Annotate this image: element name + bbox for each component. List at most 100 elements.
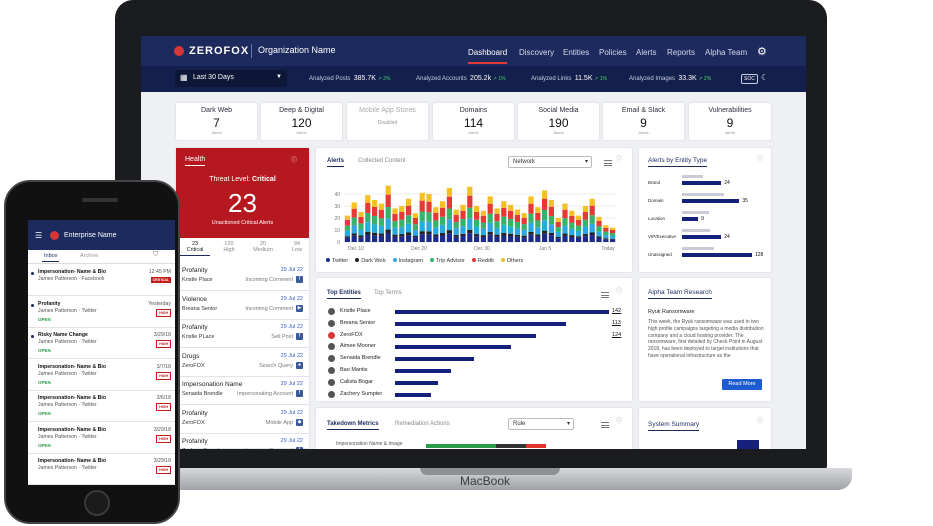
- bar-segment[interactable]: [535, 234, 541, 237]
- bar-segment[interactable]: [596, 231, 602, 237]
- bar-segment[interactable]: [480, 235, 486, 238]
- entity-name[interactable]: Bao Mantis: [340, 367, 368, 373]
- legend-item[interactable]: Reddit: [471, 258, 494, 264]
- bar-segment[interactable]: [467, 229, 473, 234]
- bar-segment[interactable]: [358, 216, 364, 224]
- bar-segment[interactable]: [603, 227, 609, 232]
- bar-segment[interactable]: [603, 238, 609, 240]
- phone-home-button[interactable]: [84, 490, 110, 516]
- tab-top-entities[interactable]: Top Entities: [327, 290, 361, 299]
- menu-icon[interactable]: [601, 422, 609, 428]
- bar-segment[interactable]: [508, 204, 514, 211]
- tab-inbox[interactable]: Inbox: [42, 253, 60, 262]
- soc-toggle[interactable]: SOC: [741, 74, 758, 84]
- bar-segment[interactable]: [378, 225, 384, 234]
- entity-type-bar[interactable]: [682, 253, 752, 257]
- feed-item[interactable]: Impersonation Name 29 Jul 22 Senaida Brend…: [176, 377, 309, 405]
- bar-segment[interactable]: [555, 236, 561, 239]
- bar-segment[interactable]: [392, 236, 398, 242]
- bar-segment[interactable]: [514, 221, 520, 229]
- bar-segment[interactable]: [480, 237, 486, 242]
- bar-segment[interactable]: [535, 227, 541, 235]
- bar-segment[interactable]: [569, 222, 575, 229]
- bar-segment[interactable]: [528, 213, 534, 223]
- bar-segment[interactable]: [582, 226, 588, 235]
- bar-segment[interactable]: [508, 226, 514, 234]
- bar-segment[interactable]: [467, 218, 473, 230]
- bar-segment[interactable]: [542, 198, 548, 211]
- bar-segment[interactable]: [474, 219, 480, 227]
- entity-name[interactable]: ZeroFOX: [340, 331, 363, 338]
- bar-segment[interactable]: [521, 229, 527, 236]
- bar-segment[interactable]: [433, 227, 439, 235]
- bar-segment[interactable]: [514, 236, 520, 242]
- bar-segment[interactable]: [406, 198, 412, 206]
- bar-segment[interactable]: [406, 223, 412, 233]
- nav-entities[interactable]: Entities: [563, 48, 590, 57]
- info-icon[interactable]: ⓘ: [757, 157, 764, 163]
- nav-dashboard[interactable]: Dashboard: [468, 48, 508, 64]
- bar-segment[interactable]: [426, 234, 432, 242]
- bar-segment[interactable]: [514, 214, 520, 222]
- entity-name[interactable]: Aimee Mooner: [340, 343, 376, 350]
- bar-segment[interactable]: [589, 232, 595, 236]
- bar-segment[interactable]: [365, 234, 371, 242]
- bar-segment[interactable]: [480, 228, 486, 236]
- bar-segment[interactable]: [358, 229, 364, 236]
- bar-segment[interactable]: [446, 233, 452, 242]
- bar-segment[interactable]: [446, 230, 452, 234]
- bar-segment[interactable]: [562, 203, 568, 210]
- severity-tab[interactable]: 23 Critical: [180, 241, 210, 256]
- alert-list-item[interactable]: Impersonation- Name & Bio James Patterson…: [28, 360, 175, 391]
- bar-segment[interactable]: [487, 234, 493, 242]
- bar-segment[interactable]: [344, 215, 350, 220]
- bar-segment[interactable]: [474, 234, 480, 237]
- bar-segment[interactable]: [440, 207, 446, 217]
- bar-segment[interactable]: [494, 213, 500, 222]
- bar-segment[interactable]: [521, 235, 527, 238]
- nav-alerts[interactable]: Alerts: [636, 48, 657, 57]
- bar-segment[interactable]: [514, 228, 520, 235]
- bar-segment[interactable]: [474, 236, 480, 242]
- bar-segment[interactable]: [521, 237, 527, 242]
- date-range-select[interactable]: ▦ Last 30 Days ▼: [175, 70, 287, 87]
- moon-icon[interactable]: ☾: [761, 73, 769, 82]
- bar-segment[interactable]: [372, 224, 378, 233]
- bar-segment[interactable]: [535, 220, 541, 228]
- bar-segment[interactable]: [480, 215, 486, 223]
- bar-segment[interactable]: [358, 235, 364, 238]
- bar-segment[interactable]: [555, 231, 561, 237]
- bar-segment[interactable]: [344, 236, 350, 238]
- bar-segment[interactable]: [392, 208, 398, 214]
- bar-segment[interactable]: [446, 208, 452, 220]
- bar-segment[interactable]: [426, 201, 432, 213]
- bar-segment[interactable]: [569, 235, 575, 238]
- bar-segment[interactable]: [555, 221, 561, 228]
- entity-type-title[interactable]: Alerts by Entity Type: [648, 157, 708, 167]
- bar-segment[interactable]: [351, 202, 357, 209]
- bar-segment[interactable]: [378, 235, 384, 242]
- bar-segment[interactable]: [501, 201, 507, 208]
- entity-bar[interactable]: [395, 310, 609, 314]
- tab-takedown-metrics[interactable]: Takedown Metrics: [327, 421, 379, 430]
- bar-segment[interactable]: [576, 230, 582, 237]
- bar-segment[interactable]: [548, 235, 554, 242]
- bar-segment[interactable]: [365, 202, 371, 213]
- bar-segment[interactable]: [603, 231, 609, 235]
- bar-segment[interactable]: [610, 235, 616, 239]
- bar-segment[interactable]: [467, 195, 473, 208]
- bar-segment[interactable]: [426, 231, 432, 235]
- bar-segment[interactable]: [392, 227, 398, 235]
- bar-segment[interactable]: [562, 209, 568, 219]
- bar-segment[interactable]: [412, 224, 418, 230]
- bar-segment[interactable]: [589, 198, 595, 206]
- bar-segment[interactable]: [569, 237, 575, 242]
- bar-segment[interactable]: [460, 226, 466, 234]
- bar-segment[interactable]: [358, 237, 364, 242]
- brand-logo[interactable]: ZEROFOX: [189, 45, 250, 57]
- bar-segment[interactable]: [446, 188, 452, 197]
- entity-name[interactable]: Breana Senior: [340, 319, 376, 326]
- bar-segment[interactable]: [521, 224, 527, 230]
- nav-discovery[interactable]: Discovery: [519, 48, 555, 57]
- bar-segment[interactable]: [412, 237, 418, 242]
